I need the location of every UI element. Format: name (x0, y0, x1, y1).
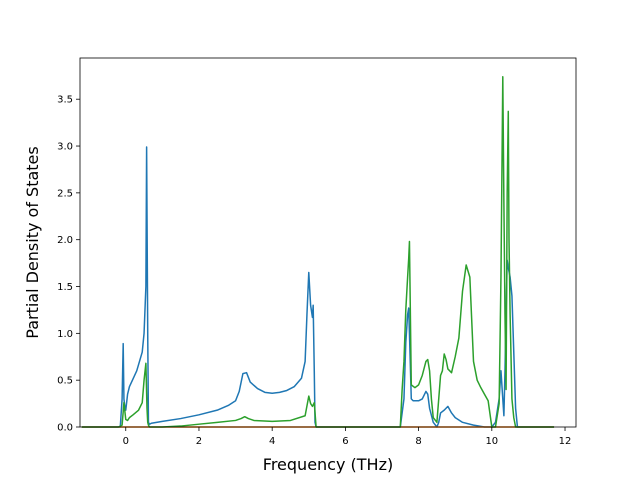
x-tick-label: 4 (269, 436, 275, 447)
x-axis-label: Frequency (THz) (263, 455, 393, 474)
x-tick-label: 0 (123, 436, 129, 447)
y-tick-label: 0.5 (57, 376, 73, 387)
y-tick-label: 3.5 (57, 95, 73, 106)
y-tick-label: 2.0 (57, 235, 73, 246)
x-tick-label: 6 (342, 436, 348, 447)
ticks-layer: 0 2 4 6 8 10 12 0.0 0.5 1.0 1.5 2.0 2.5 3.0 3.5 (57, 95, 571, 447)
x-tick-label: 12 (559, 436, 572, 447)
x-tick-label: 8 (415, 436, 421, 447)
pdos-series-line-3 (81, 75, 555, 428)
y-tick-label: 3.0 (57, 142, 73, 153)
y-tick-label: 1.5 (57, 282, 73, 293)
plot-frame (79, 57, 577, 428)
x-tick-label: 10 (485, 436, 498, 447)
x-tick-label: 2 (196, 436, 202, 447)
y-tick-label: 2.5 (57, 188, 73, 199)
y-tick-label: 0.0 (57, 423, 73, 434)
y-tick-label: 1.0 (57, 329, 73, 340)
y-axis-label: Partial Density of States (23, 146, 42, 338)
